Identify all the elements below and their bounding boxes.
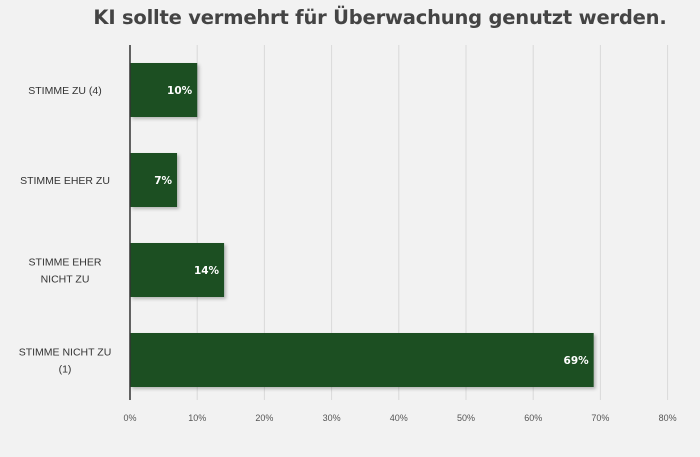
bars — [130, 63, 594, 387]
x-tick-label: 80% — [659, 413, 677, 423]
bar-value-label: 10% — [167, 85, 193, 97]
bar — [130, 333, 594, 387]
bar — [130, 63, 198, 117]
x-tick-label: 70% — [591, 413, 609, 423]
category-label: STIMME EHER ZU — [20, 175, 110, 187]
category-label: STIMME ZU (4) — [28, 85, 102, 97]
bar-value-label: 69% — [564, 355, 590, 367]
bar — [130, 153, 178, 207]
category-label: NICHT ZU — [41, 274, 90, 286]
category-label: STIMME EHER — [29, 257, 102, 269]
x-tick-label: 10% — [188, 413, 206, 423]
x-tick-label: 50% — [457, 413, 475, 423]
x-tick-label: 60% — [524, 413, 542, 423]
x-tick-label: 0% — [123, 413, 136, 423]
category-label: (1) — [59, 364, 72, 376]
x-tick-label: 40% — [390, 413, 408, 423]
bar — [130, 243, 225, 297]
bar-value-label: 14% — [194, 265, 220, 277]
bar-value-label: 7% — [154, 175, 172, 187]
chart-title: KI sollte vermehrt für Überwachung genut… — [93, 6, 667, 29]
category-label: STIMME NICHT ZU — [19, 347, 112, 359]
x-tick-label: 30% — [323, 413, 341, 423]
labels: 0% 10% 20% 30% 40% 50% 60% 70% 80% 10% STIMME ZU (… — [19, 85, 677, 423]
x-tick-label: 20% — [255, 413, 273, 423]
